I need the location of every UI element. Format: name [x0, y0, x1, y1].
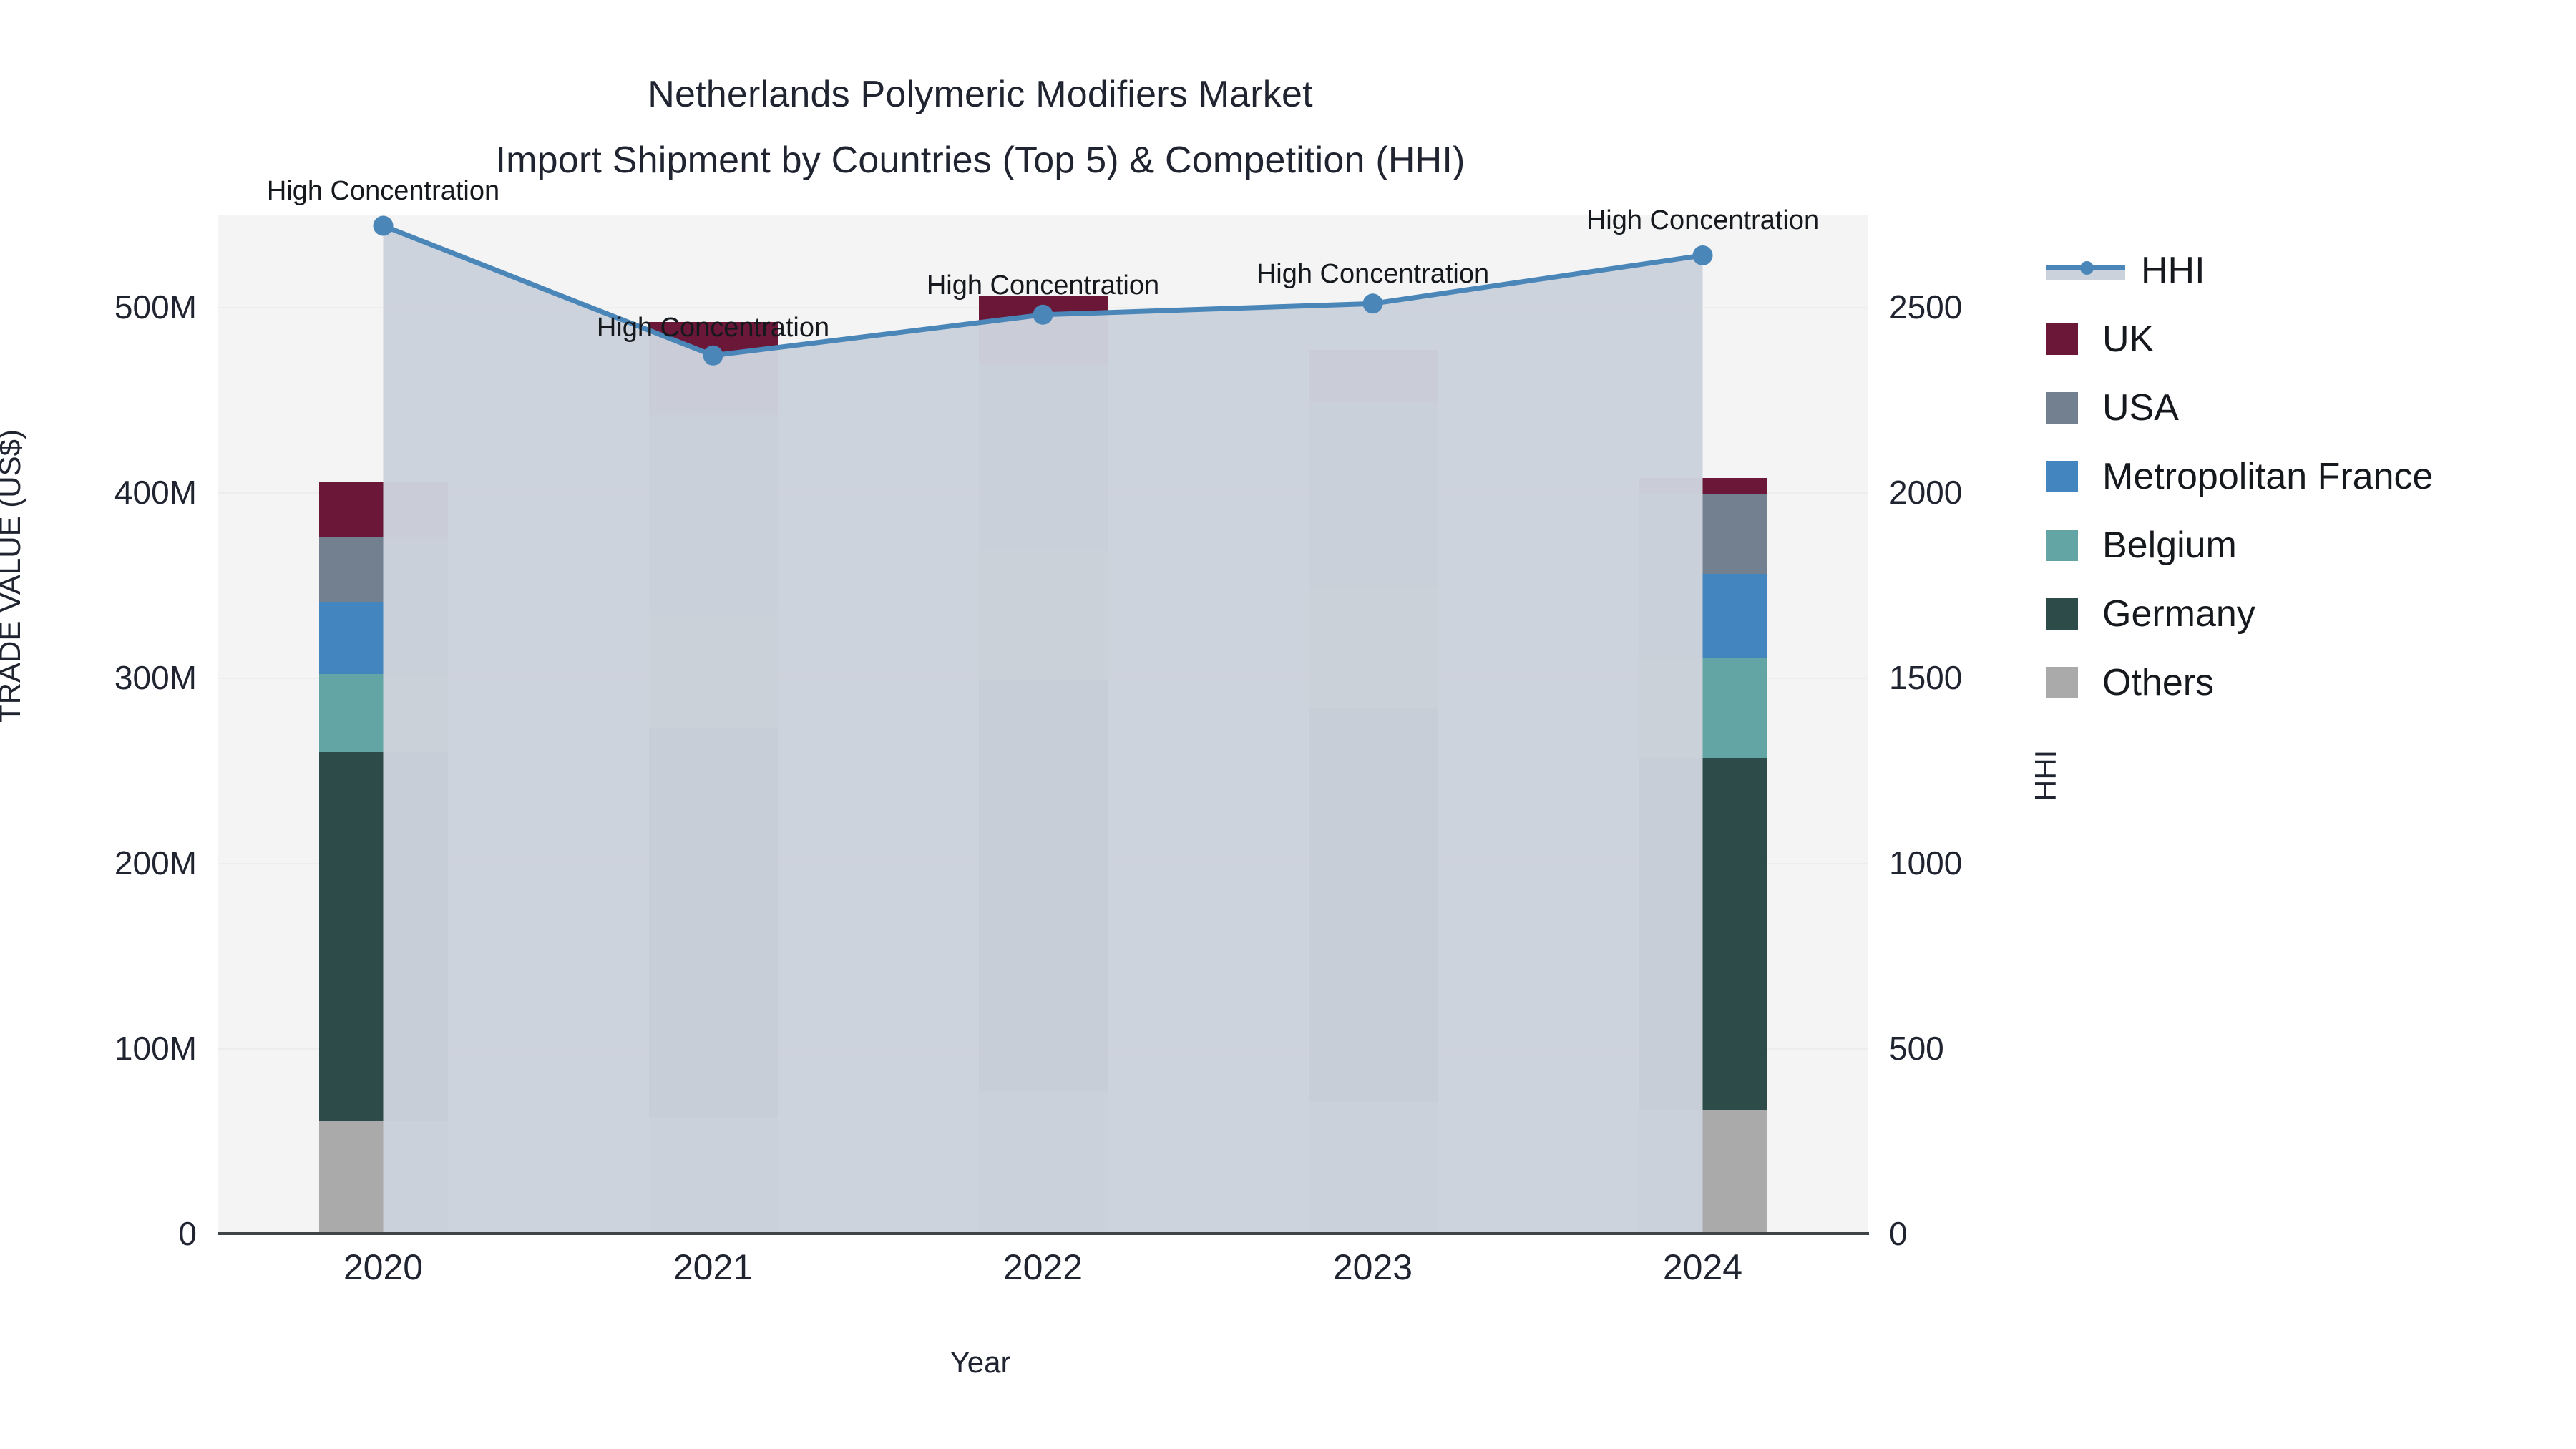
y-axis-left-tick: 0	[178, 1215, 197, 1252]
legend-color-swatch-icon	[2046, 323, 2078, 355]
legend-item-others[interactable]: Others	[2046, 648, 2562, 717]
legend-color-swatch-icon	[2046, 598, 2078, 630]
legend-item-label: HHI	[2141, 250, 2205, 291]
legend-item-uk[interactable]: UK	[2046, 305, 2562, 374]
annotation-high-concentration-2022: High Concentration	[926, 270, 1160, 301]
legend-color-swatch-icon	[2046, 530, 2078, 561]
y-axis-left-tick: 400M	[114, 474, 197, 512]
chart-title-line-2: Import Shipment by Countries (Top 5) & C…	[495, 140, 1465, 181]
x-axis-tick-2024: 2024	[1662, 1247, 1743, 1287]
x-axis-tick-2022: 2022	[1002, 1247, 1083, 1287]
hhi-point-2022[interactable]	[1033, 304, 1053, 325]
legend-color-swatch-icon	[2046, 461, 2078, 492]
legend-item-label: Others	[2102, 662, 2215, 703]
y-axis-right-tick: 500	[1889, 1030, 1944, 1068]
legend-color-swatch-icon	[2046, 667, 2078, 698]
legend-item-label: USA	[2102, 387, 2179, 429]
y-axis-left-tick: 300M	[114, 659, 197, 697]
chart-title-line-1: Netherlands Polymeric Modifiers Market	[648, 74, 1313, 115]
hhi-area-fill-overlay	[383, 225, 1703, 1234]
legend-item-belgium[interactable]: Belgium	[2046, 511, 2562, 580]
legend-item-usa[interactable]: USA	[2046, 374, 2562, 442]
y-axis-right-tick: 2000	[1889, 474, 1963, 512]
hhi-overlay-layer	[373, 215, 1713, 1234]
y-axis-right-tick: 1000	[1889, 844, 1963, 882]
y-axis-left-tick: 500M	[114, 288, 197, 326]
legend-item-label: Metropolitan France	[2102, 456, 2434, 497]
legend-item-metropolitan-france[interactable]: Metropolitan France	[2046, 442, 2562, 511]
y-axis-right-tick: 1500	[1889, 659, 1963, 697]
x-axis-tick-2021: 2021	[673, 1247, 753, 1287]
hhi-point-2020[interactable]	[373, 215, 394, 236]
y-axis-left-tick: 200M	[114, 844, 197, 882]
y-axis-right-label: HHI	[2029, 749, 2062, 801]
y-axis-right-tick: 0	[1889, 1215, 1908, 1252]
legend-line-marker-icon	[2080, 261, 2094, 275]
annotation-high-concentration-2024: High Concentration	[1586, 205, 1820, 235]
plot-inner	[218, 215, 1868, 1235]
chart-title: Netherlands Polymeric Modifiers Market I…	[0, 62, 1961, 193]
x-axis-tick-2023: 2023	[1332, 1247, 1413, 1287]
legend-item-label: Germany	[2102, 593, 2255, 635]
legend-item-label: UK	[2102, 318, 2155, 360]
annotation-high-concentration-2020: High Concentration	[266, 175, 500, 206]
y-axis-left-label: TRADE VALUE (US$)	[0, 429, 26, 723]
hhi-point-2023[interactable]	[1362, 293, 1383, 314]
x-axis-tick-2020: 2020	[343, 1247, 424, 1287]
legend-line-swatch-icon	[2046, 255, 2125, 286]
legend-item-label: Belgium	[2102, 525, 2237, 566]
x-axis-label: Year	[950, 1345, 1011, 1379]
annotation-high-concentration-2021: High Concentration	[596, 312, 830, 343]
x-axis-baseline	[218, 1232, 1869, 1235]
hhi-point-2024[interactable]	[1692, 245, 1713, 265]
plot-area	[218, 215, 1868, 1235]
annotation-high-concentration-2023: High Concentration	[1256, 259, 1490, 290]
legend: HHI UK USA Metropolitan France Belgium German…	[2046, 236, 2562, 717]
y-axis-left-tick: 100M	[114, 1030, 197, 1068]
legend-item-germany[interactable]: Germany	[2046, 580, 2562, 648]
legend-color-swatch-icon	[2046, 392, 2078, 424]
legend-item-hhi[interactable]: HHI	[2046, 236, 2562, 305]
hhi-point-2021[interactable]	[703, 345, 723, 366]
legend-area-band	[2046, 270, 2125, 280]
y-axis-right-tick: 2500	[1889, 288, 1963, 326]
